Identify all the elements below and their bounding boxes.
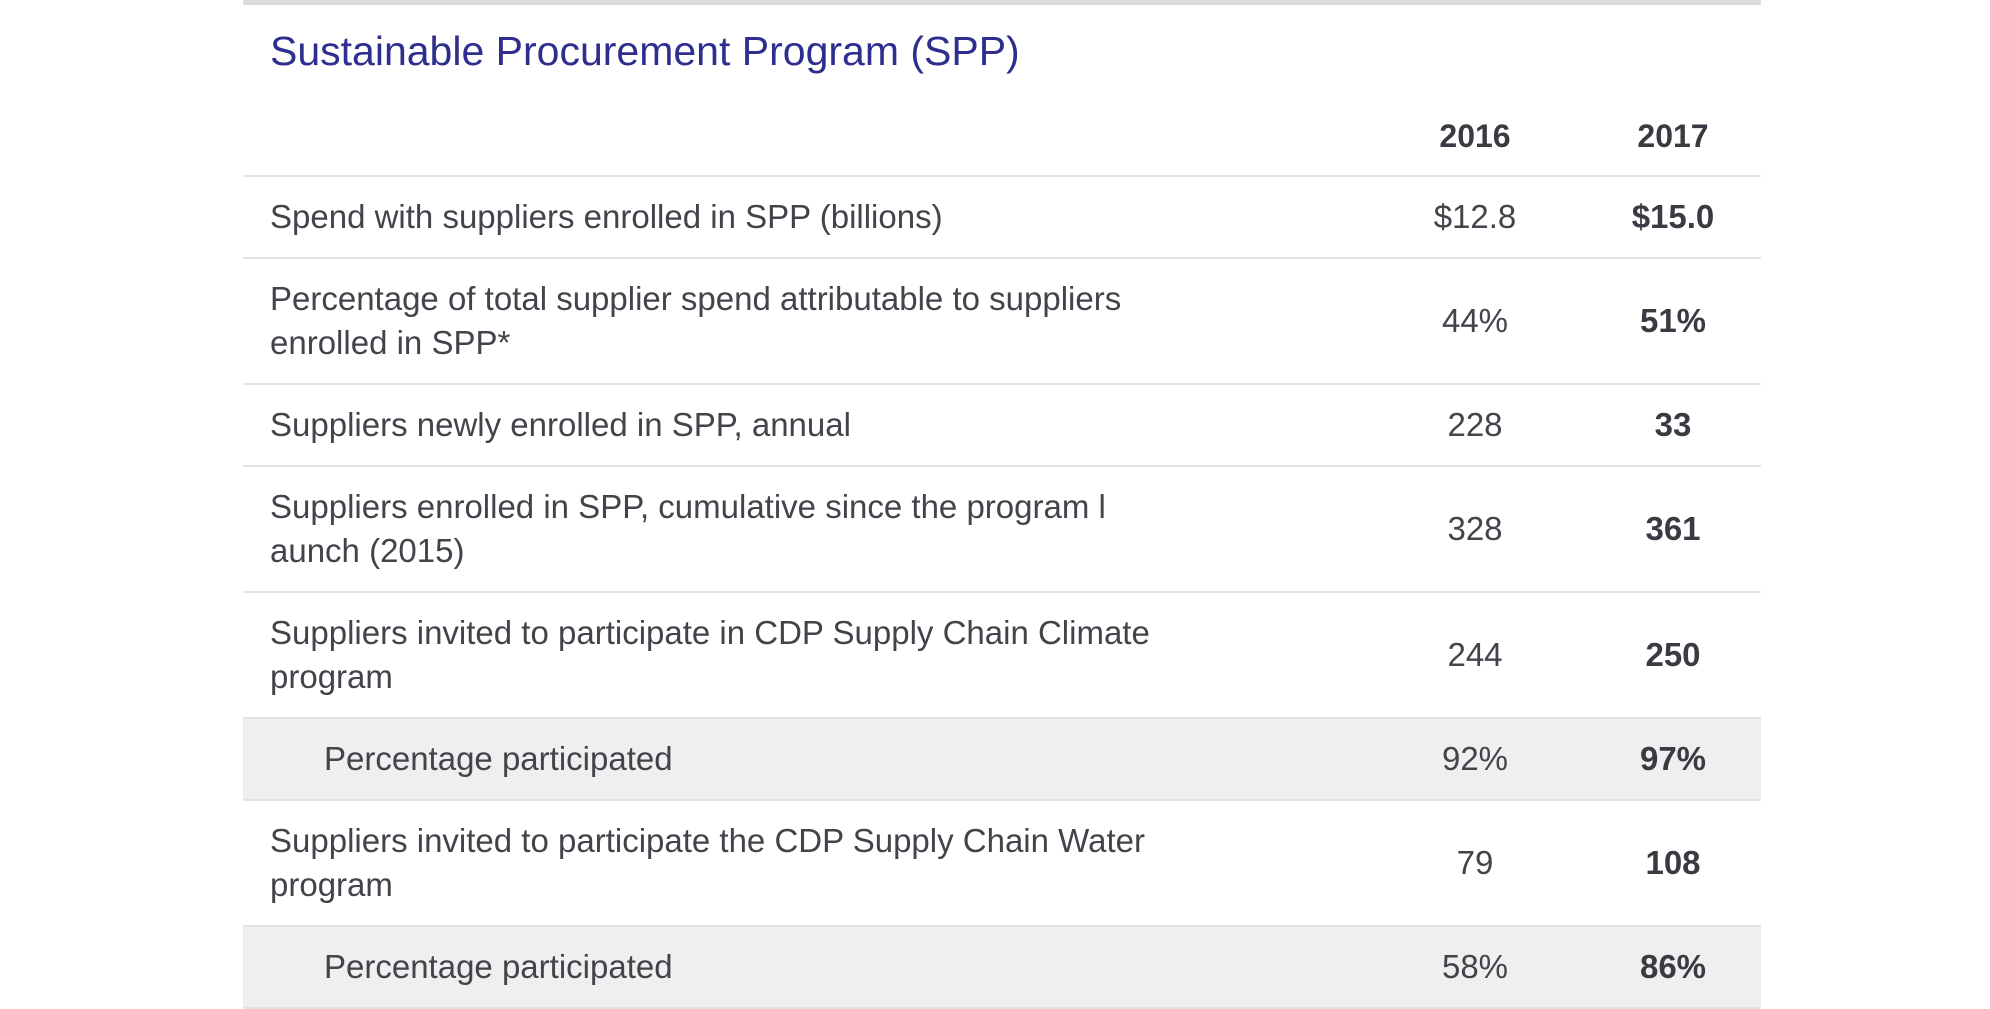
value-2016: 92%	[1365, 718, 1585, 801]
top-divider	[243, 0, 1761, 5]
value-2017: 108	[1585, 800, 1761, 927]
table-row-spend: Spend with suppliers enrolled in SPP (bi…	[243, 176, 1761, 259]
column-header-2017: 2017	[1585, 97, 1761, 177]
value-2017: 250	[1585, 592, 1761, 719]
table-row-cdp-climate-participated: Percentage participated 92% 97%	[243, 718, 1761, 801]
value-2016: 244	[1365, 592, 1585, 719]
table-row-cdp-climate-invited: Suppliers invited to participate in CDP …	[243, 592, 1761, 719]
table-row-cdp-water-invited: Suppliers invited to participate the CDP…	[243, 800, 1761, 927]
row-label: Suppliers invited to participate the CDP…	[243, 800, 1365, 927]
row-label: Suppliers enrolled in SPP, cumulative si…	[243, 466, 1365, 593]
table-title: Sustainable Procurement Program (SPP)	[270, 28, 1020, 74]
column-header-2016: 2016	[1365, 97, 1585, 177]
column-header-label	[243, 97, 1365, 177]
value-2016: 79	[1365, 800, 1585, 927]
table-row-newly-enrolled: Suppliers newly enrolled in SPP, annual …	[243, 384, 1761, 467]
header-row: 2016 2017	[243, 97, 1761, 177]
value-2016: $12.8	[1365, 176, 1585, 259]
row-label: Percentage of total supplier spend attri…	[243, 258, 1365, 385]
value-2017: 361	[1585, 466, 1761, 593]
value-2016: 328	[1365, 466, 1585, 593]
row-label: Percentage participated	[243, 718, 1365, 801]
value-2017: $15.0	[1585, 176, 1761, 259]
value-2017: 33	[1585, 384, 1761, 467]
spp-data-table: 2016 2017 Spend with suppliers enrolled …	[243, 97, 1761, 1009]
row-label: Spend with suppliers enrolled in SPP (bi…	[243, 176, 1365, 259]
row-label: Suppliers invited to participate in CDP …	[243, 592, 1365, 719]
table-row-cdp-water-participated: Percentage participated 58% 86%	[243, 926, 1761, 1009]
value-2016: 44%	[1365, 258, 1585, 385]
spp-table-panel: Sustainable Procurement Program (SPP) 20…	[243, 0, 1761, 1009]
value-2017: 86%	[1585, 926, 1761, 1009]
value-2017: 97%	[1585, 718, 1761, 801]
row-label: Suppliers newly enrolled in SPP, annual	[243, 384, 1365, 467]
table-row-spend-percentage: Percentage of total supplier spend attri…	[243, 258, 1761, 385]
table-row-cumulative-enrolled: Suppliers enrolled in SPP, cumulative si…	[243, 466, 1761, 593]
value-2016: 58%	[1365, 926, 1585, 1009]
row-label: Percentage participated	[243, 926, 1365, 1009]
value-2017: 51%	[1585, 258, 1761, 385]
value-2016: 228	[1365, 384, 1585, 467]
